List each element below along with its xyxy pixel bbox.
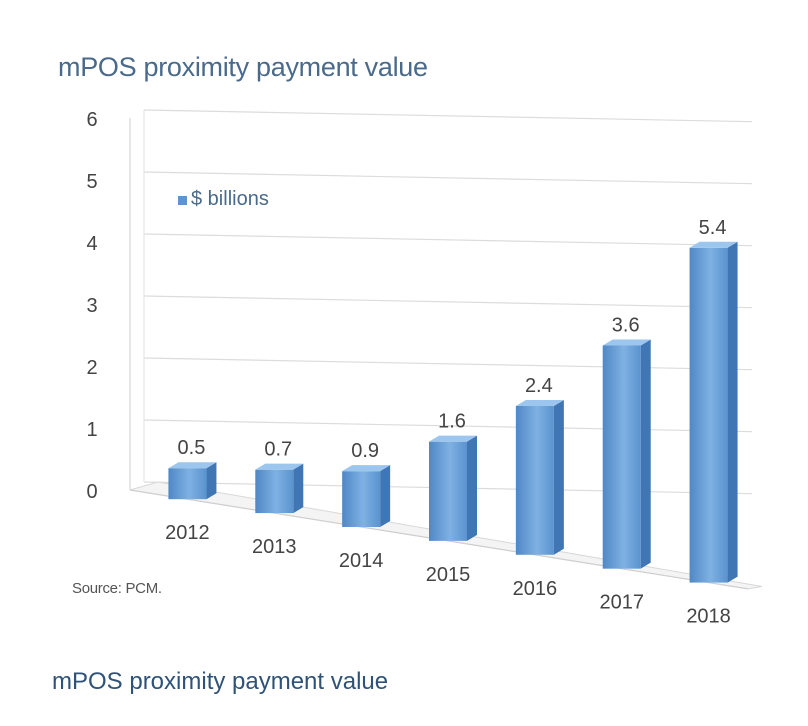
- source-note: Source: PCM.: [72, 580, 162, 597]
- y-tick-label: 4: [86, 233, 97, 255]
- y-tick-label: 1: [86, 419, 97, 441]
- gridline: [143, 171, 753, 185]
- bar: [342, 471, 381, 527]
- legend: $ billions: [178, 188, 269, 211]
- bar-side: [553, 399, 564, 555]
- y-tick-label: 5: [86, 171, 97, 193]
- bar-side: [380, 465, 391, 527]
- x-tick-label: 2014: [339, 550, 384, 572]
- figure-caption: mPOS proximity payment value: [52, 668, 389, 695]
- gridline: [143, 295, 753, 309]
- bar-side: [293, 463, 304, 514]
- data-label: 0.9: [351, 440, 379, 462]
- bar-side: [640, 339, 651, 569]
- data-label: 5.4: [699, 217, 727, 239]
- bar: [689, 247, 728, 583]
- bar-top: [429, 435, 477, 442]
- y-tick-label: 2: [86, 357, 97, 379]
- gridline: [143, 357, 753, 371]
- data-label: 2.4: [525, 375, 553, 397]
- bar: [515, 405, 554, 555]
- bar: [429, 441, 467, 541]
- gridline: [143, 109, 753, 123]
- bar: [602, 345, 641, 569]
- bar-top: [515, 399, 564, 406]
- bar-top: [342, 465, 391, 472]
- bar: [168, 468, 207, 500]
- bar-side: [467, 435, 477, 541]
- x-tick-label: 2017: [599, 592, 644, 614]
- y-tick-label: 0: [86, 481, 97, 503]
- x-tick-label: 2015: [426, 564, 471, 586]
- bar-top: [168, 462, 217, 469]
- chart-title: mPOS proximity payment value: [58, 52, 428, 82]
- legend-swatch: [178, 196, 187, 205]
- y-tick-label: 6: [86, 109, 97, 131]
- y-tick-label: 3: [86, 295, 97, 317]
- legend-label: $ billions: [191, 188, 269, 210]
- data-label: 0.7: [264, 439, 292, 461]
- bar-side: [206, 462, 217, 500]
- bar: [255, 469, 294, 514]
- bar-side: [727, 241, 738, 583]
- gridline: [143, 233, 753, 247]
- data-label: 1.6: [438, 411, 466, 433]
- x-tick-label: 2013: [252, 536, 297, 558]
- bar-top: [602, 339, 651, 346]
- x-tick-label: 2016: [513, 578, 558, 600]
- data-label: 3.6: [612, 314, 640, 336]
- bar-chart: 0 1 2 3 4 5 6 0.5 2012 0.7 2013 0.9 2014 1.6 2015 2.4 20…: [86, 109, 763, 628]
- data-label: 0.5: [178, 437, 206, 459]
- chart-figure: 0 1 2 3 4 5 6 0.5 2012 0.7 2013 0.9 2014 1.6 2015 2.4 20…: [58, 52, 763, 628]
- x-tick-label: 2012: [165, 522, 210, 544]
- bar-top: [255, 463, 304, 470]
- bar-top: [689, 241, 738, 248]
- x-tick-label: 2018: [686, 606, 731, 628]
